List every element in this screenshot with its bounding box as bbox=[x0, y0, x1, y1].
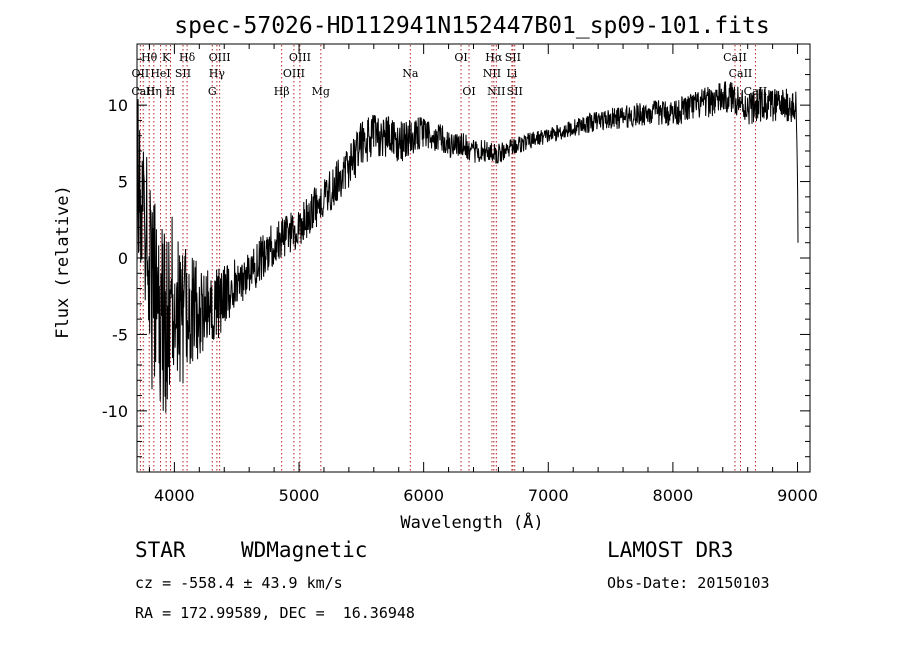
spectral-line-label: Hβ bbox=[274, 85, 290, 98]
object-subclass: WDMagnetic bbox=[241, 538, 368, 562]
spectral-line-label: NII bbox=[483, 67, 501, 80]
spectrum-series-line bbox=[136, 81, 799, 413]
line-labels: Hθ OII CaII K HeI Hη Hδ SII H OIII Hγ G Hβ OIII OIII Mg… bbox=[131, 51, 767, 98]
spectral-line-label: Mg bbox=[312, 85, 330, 98]
spectral-line-label: NII bbox=[487, 85, 505, 98]
spectral-line-label: Hη bbox=[146, 85, 162, 98]
y-tick-label: 10 bbox=[108, 96, 128, 115]
x-axis: 4000 5000 6000 7000 8000 9000 bbox=[148, 44, 818, 505]
spectral-line-label: G bbox=[208, 85, 217, 98]
y-tick-label: -5 bbox=[112, 325, 128, 344]
spectral-line-label: H bbox=[166, 85, 176, 98]
spectral-line-label: OIII bbox=[289, 51, 311, 64]
spectral-line-label: Hδ bbox=[179, 51, 196, 64]
y-axis: -10 -5 0 5 10 bbox=[102, 43, 810, 473]
x-tick-label: 4000 bbox=[154, 486, 195, 505]
spectral-line-label: Hθ bbox=[141, 51, 158, 64]
spectral-line-label: Hα bbox=[485, 51, 503, 64]
spectral-line-label: OIII bbox=[209, 51, 231, 64]
spectral-line-label: CaII bbox=[744, 85, 768, 98]
x-tick-label: 9000 bbox=[777, 486, 818, 505]
spectral-line-label: Hγ bbox=[209, 67, 226, 80]
spectral-line-label: SII bbox=[505, 51, 521, 64]
x-tick-label: 5000 bbox=[279, 486, 320, 505]
object-class: STAR bbox=[135, 538, 186, 562]
spectral-line-label: SII bbox=[175, 67, 191, 80]
spectral-line-label: OII bbox=[132, 67, 150, 80]
spectral-line-label: OI bbox=[454, 51, 467, 64]
spectral-line-label: Li bbox=[506, 67, 517, 80]
x-tick-label: 8000 bbox=[653, 486, 694, 505]
line-markers bbox=[139, 45, 756, 472]
spectral-line-label: OI bbox=[462, 85, 475, 98]
spectral-line-label: CaII bbox=[729, 67, 753, 80]
spectral-line-label: Na bbox=[402, 67, 419, 80]
observation-date: Obs-Date: 20150103 bbox=[607, 574, 770, 592]
x-tick-label: 6000 bbox=[403, 486, 444, 505]
spectral-line-label: SII bbox=[507, 85, 523, 98]
redshift-cz: cz = -558.4 ± 43.9 km/s bbox=[135, 574, 343, 592]
spectral-line-label: HeI bbox=[150, 67, 170, 80]
y-tick-label: 0 bbox=[118, 249, 128, 268]
y-tick-label: 5 bbox=[118, 173, 128, 192]
x-axis-label: Wavelength (Å) bbox=[400, 511, 543, 533]
coordinates: RA = 172.99589, DEC = 16.36948 bbox=[135, 604, 415, 622]
spectral-line-label: K bbox=[162, 51, 171, 64]
x-tick-label: 7000 bbox=[528, 486, 569, 505]
spectral-line-label: OIII bbox=[283, 67, 305, 80]
chart-title: spec-57026-HD112941N152447B01_sp09-101.f… bbox=[174, 13, 769, 39]
spectral-line-label: CaII bbox=[723, 51, 747, 64]
y-tick-label: -10 bbox=[102, 402, 128, 421]
survey-release: LAMOST DR3 bbox=[607, 538, 734, 562]
y-axis-label: Flux (relative) bbox=[53, 185, 73, 339]
